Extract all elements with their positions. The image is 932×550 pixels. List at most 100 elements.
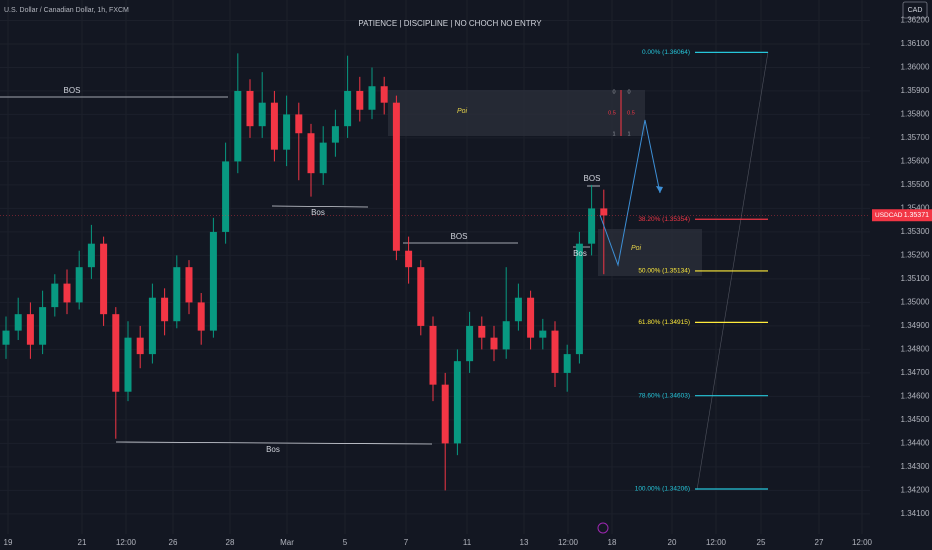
last-price-box [872, 209, 932, 222]
candle-body [490, 337, 498, 350]
y-tick-label: 1.34100 [901, 509, 930, 518]
candle-body [502, 321, 510, 350]
candle-body [380, 86, 388, 103]
poi-zone [598, 229, 702, 276]
fib-level-label: 78.60% (1.34603) [638, 392, 690, 399]
projection-arrow [656, 186, 663, 193]
candle-body [356, 90, 364, 110]
candle-body [124, 337, 132, 392]
y-tick-label: 1.35200 [901, 251, 930, 260]
y-axis: 1.36200 1.36100 1.36000 1.35900 1.35800 1.357… [901, 16, 930, 518]
candle-body [478, 325, 486, 338]
x-tick-label: 12:00 [852, 538, 873, 547]
candle-body [331, 126, 339, 143]
y-tick-label: 1.35700 [901, 133, 930, 142]
bos-label: Bos [573, 249, 587, 258]
x-tick-label: 25 [757, 538, 766, 547]
candle-body [295, 114, 303, 134]
last-price-label: 1.35371 [904, 212, 929, 219]
annotations: BOS Bos BOS Bos BOS Bos Poi Poi 0 0 0.5 0.5 1 1 [64, 86, 642, 454]
candle-body [441, 384, 449, 444]
candle-body [39, 307, 47, 345]
bos-line [271, 205, 369, 208]
y-tick-label: 1.34800 [901, 345, 930, 354]
y-tick-label: 1.34500 [901, 415, 930, 424]
candle-body [100, 243, 108, 315]
fib-level-label: 100.00% (1.34206) [635, 486, 690, 493]
y-tick-label: 1.34900 [901, 321, 930, 330]
candle-body [392, 102, 400, 251]
candle-body [87, 243, 95, 268]
candle-body [600, 208, 608, 216]
poi-label: Poi [631, 245, 642, 252]
poi-zone [388, 90, 645, 136]
candle-body [148, 297, 156, 355]
candle-body [283, 114, 291, 150]
candle-body [588, 208, 596, 244]
mini-fib-label: 1 [627, 131, 630, 137]
candle-body [319, 142, 327, 174]
event-icon[interactable] [597, 522, 609, 534]
y-tick-label: 1.35000 [901, 298, 930, 307]
x-tick-label: 12:00 [706, 538, 727, 547]
mini-fib-label: 0.5 [627, 110, 635, 116]
fib-level-label: 0.00% (1.36064) [642, 49, 690, 56]
candle-body [453, 361, 461, 444]
x-tick-label: 27 [815, 538, 824, 547]
projection-path [599, 119, 661, 267]
candle-body [14, 314, 22, 331]
mini-fib-label: 0 [627, 89, 630, 95]
candle-body [185, 267, 193, 303]
x-tick-label: 20 [668, 538, 677, 547]
candle-body [563, 354, 571, 373]
candle-body [222, 161, 230, 232]
candle-body [270, 102, 278, 150]
x-tick-label: 26 [169, 538, 178, 547]
fib-retracement: 0.00% (1.36064) 38.20% (1.35354) 50.00% (1… [635, 49, 768, 493]
y-tick-label: 1.35900 [901, 86, 930, 95]
candle-body [173, 267, 181, 322]
candle-body [344, 90, 352, 127]
candle-body [2, 330, 10, 345]
bos-label: Bos [266, 445, 280, 454]
x-tick-label: 12:00 [116, 538, 137, 547]
x-tick-label: 28 [226, 538, 235, 547]
fib-level-label: 38.20% (1.35354) [638, 216, 690, 223]
candle-body [551, 330, 559, 373]
candle-body [258, 102, 266, 127]
currency-button[interactable] [902, 1, 928, 19]
candle-body [368, 86, 376, 110]
candle-body [246, 90, 254, 127]
bos-line [115, 441, 433, 445]
symbol-header: U.S. Dollar / Canadian Dollar, 1h, FXCM [4, 7, 129, 14]
x-tick-label: 5 [343, 538, 348, 547]
candle-body [307, 133, 315, 174]
x-tick-label: 18 [608, 538, 617, 547]
y-tick-label: 1.35100 [901, 274, 930, 283]
candle-body [209, 231, 217, 331]
y-tick-label: 1.35400 [901, 204, 930, 213]
candle-body [136, 337, 144, 355]
x-axis: 19 21 12:00 26 28 Mar 5 7 11 13 12:00 18 20 12:00 25 27… [4, 538, 873, 547]
candle-body [405, 250, 413, 268]
y-tick-label: 1.36100 [901, 39, 930, 48]
x-tick-label: 13 [520, 538, 529, 547]
x-tick-label: 12:00 [558, 538, 579, 547]
candle-body [26, 314, 34, 345]
mini-fib-label: 1 [612, 131, 615, 137]
x-tick-label: Mar [280, 538, 294, 547]
candle-body [161, 297, 169, 322]
chart-title: PATIENCE | DISCIPLINE | NO CHOCH NO ENTR… [358, 19, 542, 28]
symbol-tag: USDCAD [875, 212, 903, 219]
y-tick-label: 1.35300 [901, 227, 930, 236]
currency-label[interactable]: CAD [908, 7, 923, 14]
x-tick-label: 21 [78, 538, 87, 547]
y-tick-label: 1.34200 [901, 486, 930, 495]
candle-body [75, 267, 83, 303]
bos-label: Bos [311, 208, 325, 217]
bos-lines [0, 96, 600, 445]
candle-body [112, 314, 120, 392]
price-axis [870, 0, 932, 550]
